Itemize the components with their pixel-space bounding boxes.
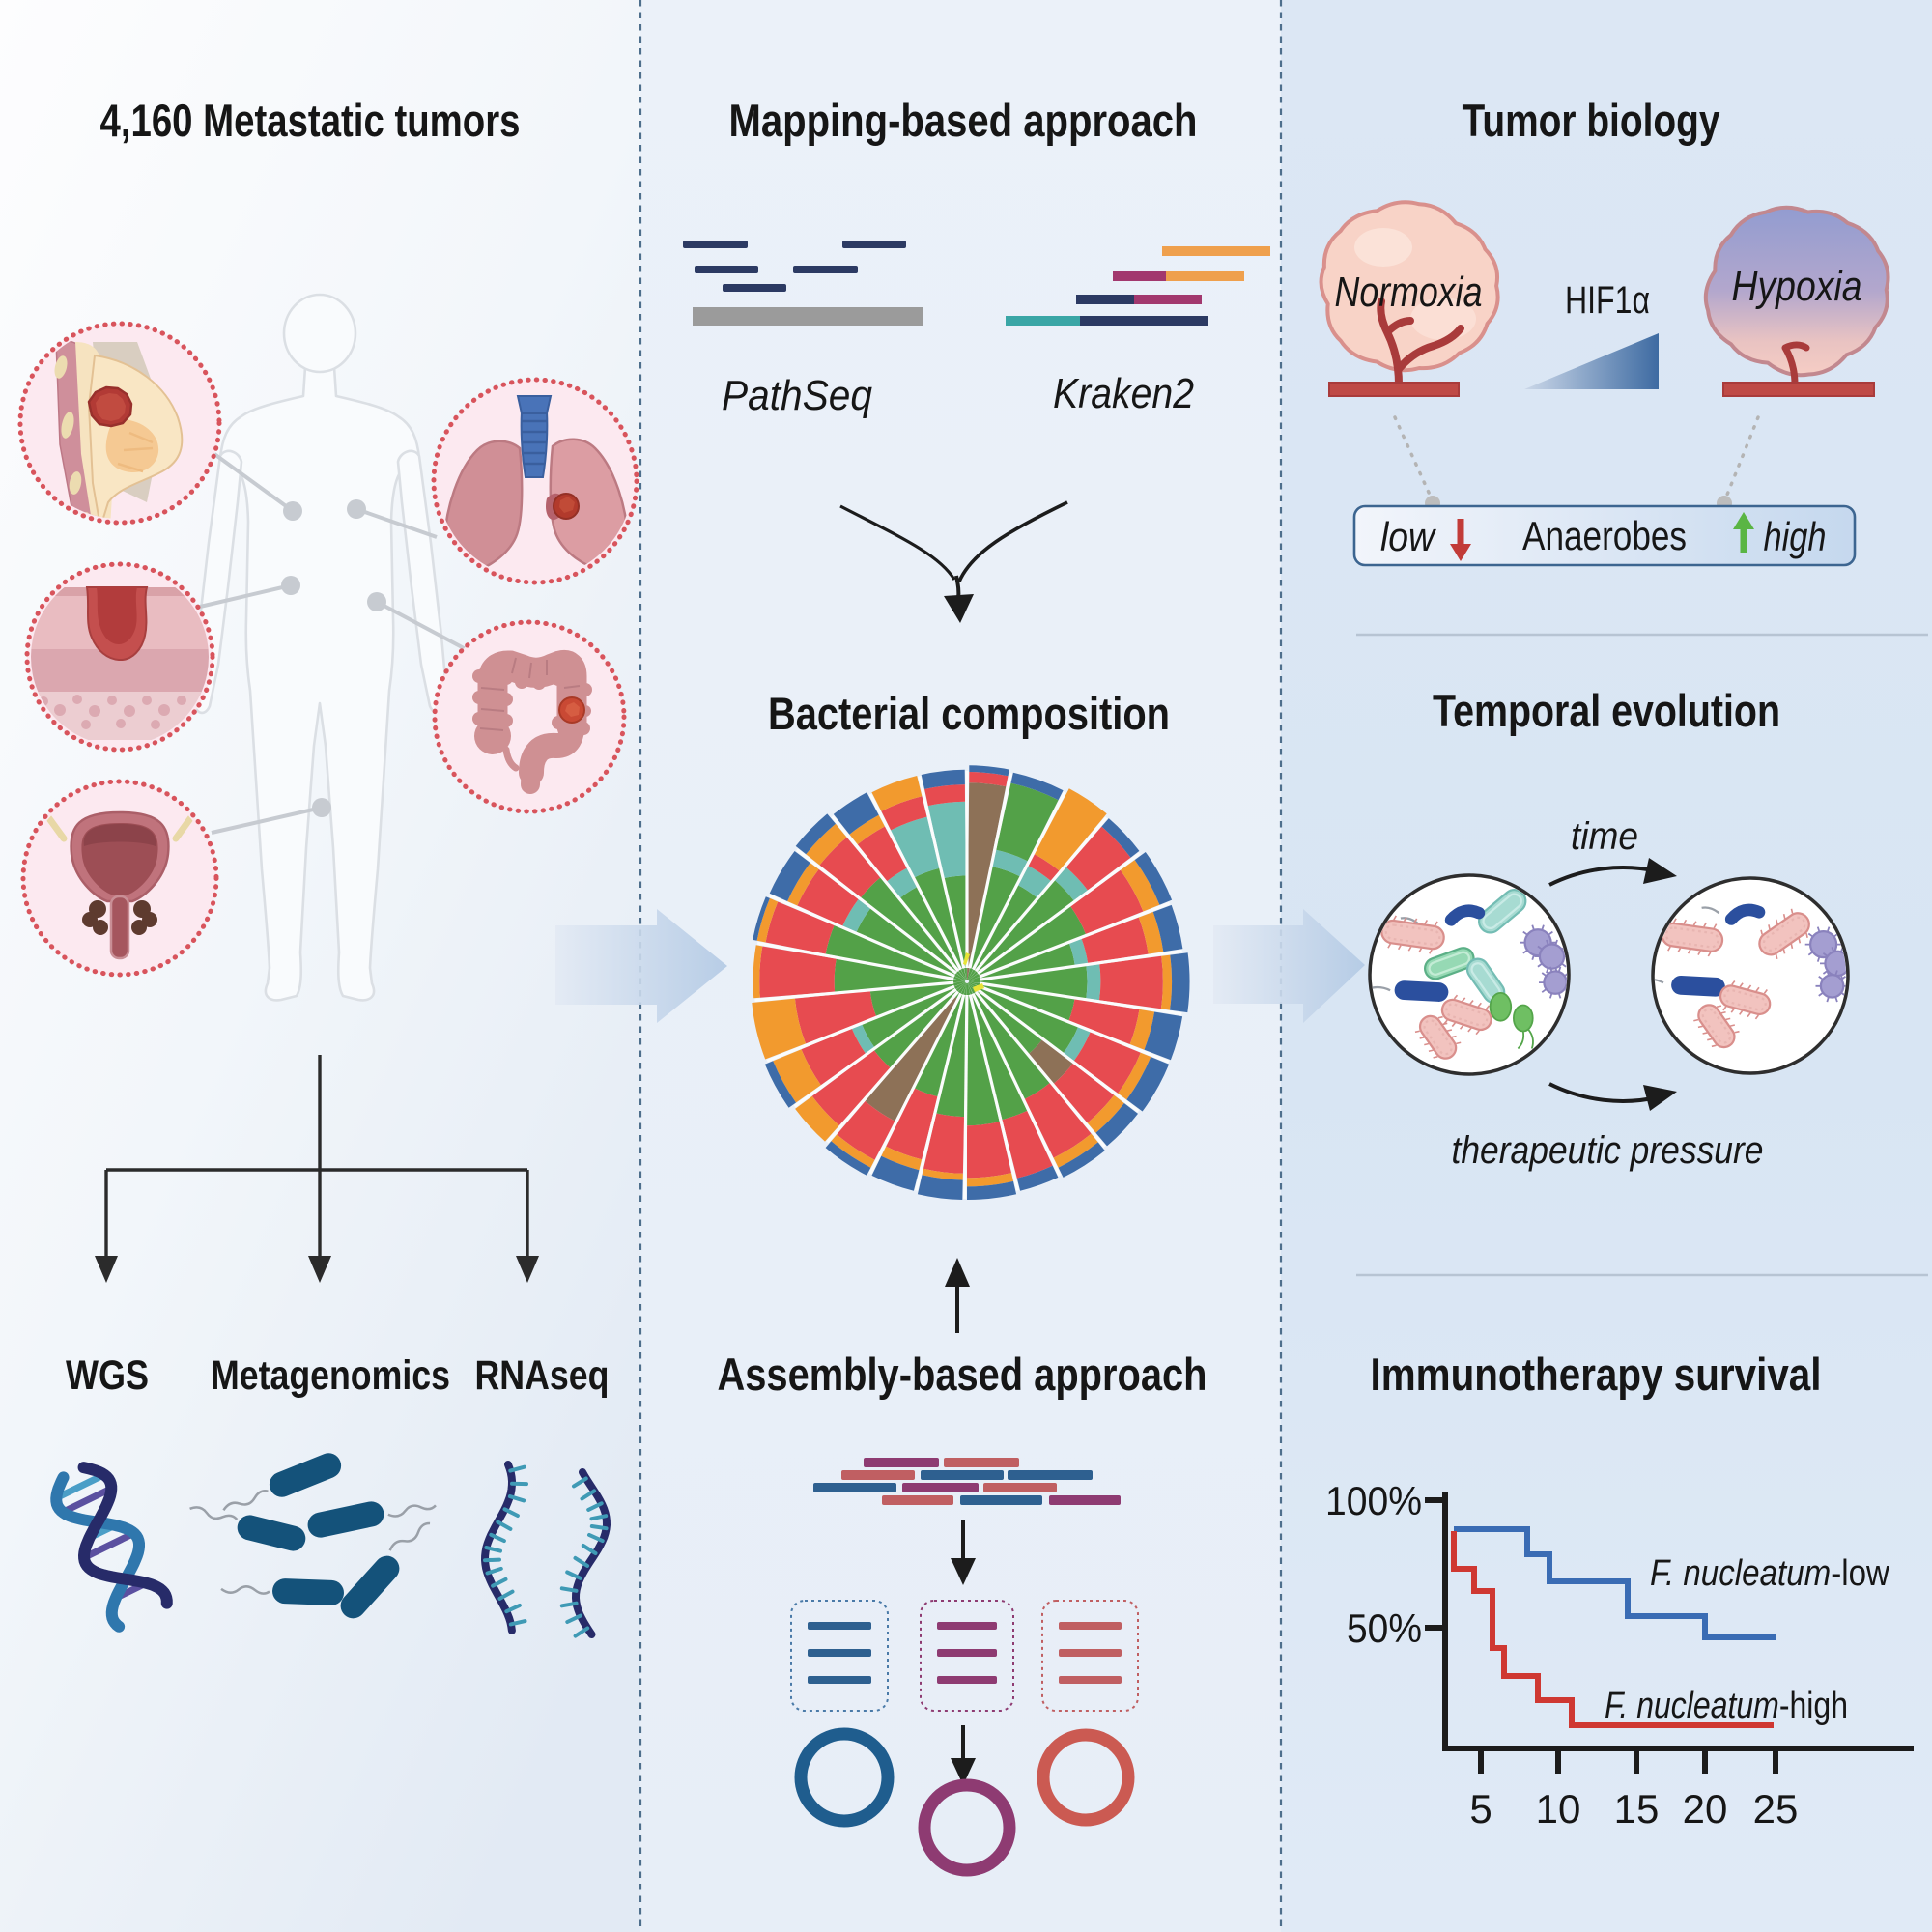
svg-text:Kraken2: Kraken2 <box>1053 370 1194 417</box>
svg-text:WGS: WGS <box>66 1352 149 1399</box>
svg-text:4,160 Metastatic tumors: 4,160 Metastatic tumors <box>100 95 521 146</box>
svg-text:F. nucleatum-low: F. nucleatum-low <box>1650 1553 1889 1594</box>
svg-text:Immunotherapy survival: Immunotherapy survival <box>1371 1349 1822 1400</box>
svg-text:50%: 50% <box>1347 1605 1422 1651</box>
svg-text:Bacterial composition: Bacterial composition <box>768 688 1170 739</box>
svg-text:Metagenomics: Metagenomics <box>211 1352 450 1399</box>
svg-text:Hypoxia: Hypoxia <box>1732 263 1862 310</box>
svg-text:Temporal evolution: Temporal evolution <box>1433 685 1780 736</box>
svg-text:Normoxia: Normoxia <box>1335 269 1483 316</box>
svg-text:20: 20 <box>1683 1786 1728 1832</box>
svg-text:time: time <box>1571 815 1638 858</box>
svg-text:therapeutic pressure: therapeutic pressure <box>1452 1129 1764 1172</box>
svg-text:15: 15 <box>1614 1786 1660 1832</box>
svg-text:high: high <box>1764 514 1827 559</box>
svg-text:10: 10 <box>1536 1786 1581 1832</box>
svg-text:Assembly-based approach: Assembly-based approach <box>718 1349 1208 1400</box>
svg-text:Anaerobes: Anaerobes <box>1522 513 1687 558</box>
svg-text:low: low <box>1380 514 1436 559</box>
svg-text:PathSeq: PathSeq <box>722 372 872 419</box>
svg-text:25: 25 <box>1753 1786 1799 1832</box>
svg-text:100%: 100% <box>1325 1478 1422 1523</box>
svg-text:F. nucleatum-high: F. nucleatum-high <box>1605 1686 1848 1726</box>
svg-text:RNAseq: RNAseq <box>475 1352 610 1399</box>
svg-text:5: 5 <box>1469 1786 1492 1832</box>
svg-text:Mapping-based approach: Mapping-based approach <box>729 95 1198 146</box>
svg-text:Tumor biology: Tumor biology <box>1463 95 1720 146</box>
svg-text:HIF1α: HIF1α <box>1565 279 1650 322</box>
